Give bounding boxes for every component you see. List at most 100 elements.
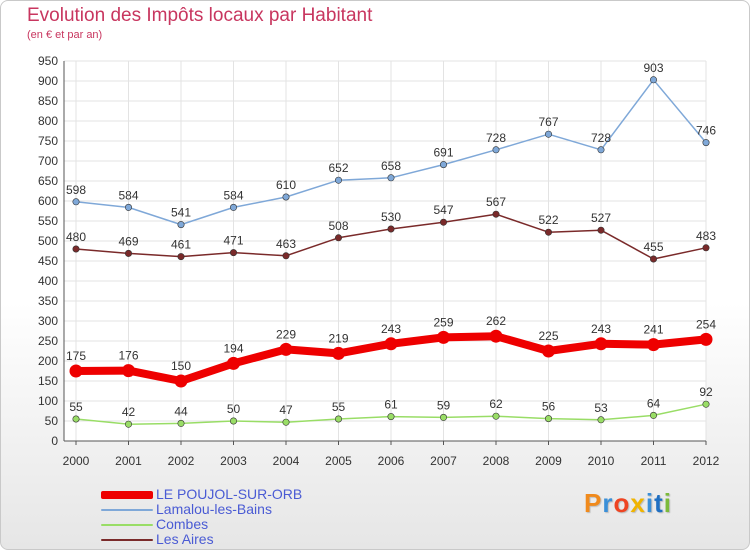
data-label: 150	[171, 359, 191, 373]
data-point	[439, 413, 447, 421]
data-point	[230, 249, 238, 257]
chart-title: Evolution des Impôts locaux par Habitant	[27, 5, 373, 26]
data-point	[702, 139, 710, 147]
data-label: 55	[69, 400, 83, 414]
data-point	[647, 338, 660, 352]
x-tick-label: 2001	[115, 454, 142, 468]
data-label: 541	[171, 206, 191, 220]
data-label: 471	[223, 234, 243, 248]
y-tick-label: 100	[38, 394, 58, 408]
x-tick-label: 2011	[641, 454, 667, 468]
logo-letter: t	[654, 488, 664, 518]
logo-letter: P	[584, 488, 603, 518]
data-label: 259	[433, 315, 453, 329]
data-label: 610	[276, 178, 296, 192]
x-tick-label: 2010	[588, 454, 615, 468]
data-label: 50	[227, 402, 241, 416]
data-point	[282, 418, 290, 426]
data-label: 59	[437, 398, 451, 412]
data-label: 480	[66, 230, 86, 244]
data-label: 461	[171, 238, 191, 252]
data-point	[387, 225, 395, 233]
data-point	[72, 415, 80, 423]
data-point	[492, 210, 500, 218]
legend-label: Combes	[156, 516, 209, 532]
data-label: 567	[486, 195, 506, 209]
data-point	[544, 228, 552, 236]
data-point	[544, 415, 552, 423]
data-label: 598	[66, 183, 86, 197]
data-point	[177, 221, 185, 229]
y-tick-label: 300	[38, 314, 58, 328]
data-label: 903	[643, 61, 663, 75]
y-tick-label: 800	[38, 114, 58, 128]
data-point	[125, 203, 133, 211]
data-label: 728	[591, 131, 611, 145]
data-point	[702, 400, 710, 408]
logo-letter: i	[645, 488, 655, 518]
data-point	[594, 337, 608, 351]
y-tick-label: 550	[38, 214, 58, 228]
data-point	[282, 252, 290, 260]
data-label: 243	[591, 322, 611, 336]
data-label: 463	[276, 237, 296, 251]
data-point	[230, 417, 238, 425]
data-label: 584	[118, 188, 138, 202]
data-point	[387, 174, 395, 182]
data-label: 254	[696, 317, 716, 331]
data-point	[72, 198, 80, 206]
data-label: 219	[328, 331, 348, 345]
data-label: 262	[486, 314, 506, 328]
y-tick-label: 600	[38, 194, 58, 208]
y-tick-label: 200	[38, 354, 58, 368]
data-point	[334, 176, 342, 184]
y-tick-label: 150	[38, 374, 58, 388]
legend-swatch	[101, 539, 153, 541]
data-point	[334, 234, 342, 242]
data-label: 746	[696, 124, 716, 138]
x-tick-label: 2004	[273, 454, 300, 468]
data-label: 176	[118, 349, 138, 363]
data-point	[332, 346, 345, 360]
data-label: 658	[381, 159, 401, 173]
y-tick-label: 500	[38, 234, 58, 248]
data-label: 62	[489, 397, 503, 411]
data-point	[492, 412, 500, 420]
data-point	[334, 415, 342, 423]
y-tick-label: 900	[38, 74, 58, 88]
data-point	[177, 419, 185, 427]
x-tick-label: 2005	[325, 454, 352, 468]
y-tick-label: 350	[38, 294, 58, 308]
legend-swatch	[101, 491, 153, 499]
data-point	[174, 374, 188, 388]
y-tick-label: 750	[38, 134, 58, 148]
data-label: 64	[647, 396, 661, 410]
data-point	[649, 411, 657, 419]
data-label: 691	[433, 146, 453, 160]
x-tick-label: 2007	[430, 454, 457, 468]
data-point	[597, 416, 605, 424]
data-point	[227, 356, 240, 370]
data-point	[699, 332, 713, 346]
y-tick-label: 50	[45, 414, 59, 428]
data-point	[544, 130, 552, 138]
logo-letter: x	[630, 488, 646, 518]
plot-area	[64, 61, 706, 441]
legend-swatch	[101, 524, 153, 526]
data-label: 55	[332, 400, 346, 414]
x-tick-label: 2002	[168, 454, 195, 468]
x-tick-label: 2008	[483, 454, 510, 468]
y-tick-label: 0	[51, 434, 58, 448]
data-label: 56	[542, 400, 556, 414]
legend-swatch	[101, 509, 153, 511]
logo-letter: o	[613, 488, 631, 518]
data-point	[649, 76, 657, 84]
y-tick-label: 450	[38, 254, 58, 268]
data-point	[72, 245, 80, 253]
data-point	[282, 193, 290, 201]
data-point	[649, 255, 657, 263]
legend-label: Lamalou-les-Bains	[156, 501, 272, 517]
data-label: 241	[643, 323, 663, 337]
